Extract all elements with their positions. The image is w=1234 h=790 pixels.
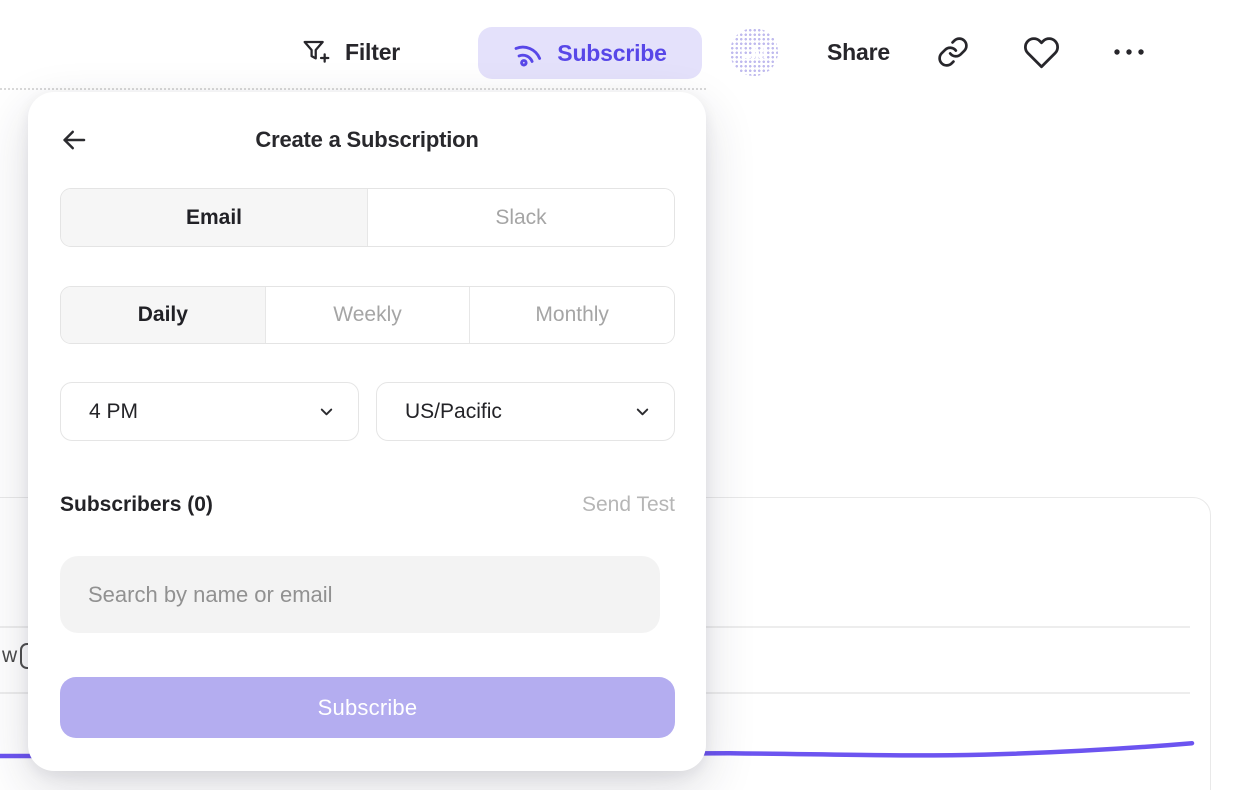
tab-weekly[interactable]: Weekly [264,287,470,343]
avatar-initials: LM [740,41,768,62]
tab-email[interactable]: Email [61,189,367,246]
timezone-select-value: US/Pacific [405,399,502,423]
back-button[interactable] [58,124,90,156]
subscribe-button[interactable]: Subscribe [478,27,702,79]
filter-plus-icon [300,36,332,68]
chevron-down-icon [633,402,652,421]
subscribers-row: Subscribers (0) Send Test [60,493,675,517]
rss-icon [509,33,548,72]
subscriber-search-input[interactable] [60,556,660,633]
modal-title: Create a Subscription [255,127,479,152]
ellipsis-icon [1110,40,1150,64]
send-test-link[interactable]: Send Test [581,493,675,516]
arrow-left-icon [59,125,89,155]
time-select-value: 4 PM [89,399,139,423]
background-row-text-fragment: w [2,644,18,667]
link-icon [936,35,970,69]
tab-monthly[interactable]: Monthly [469,287,674,343]
copy-link-button[interactable] [936,35,970,69]
favorite-button[interactable] [1023,34,1060,71]
filter-label: Filter [345,38,401,65]
timezone-select[interactable]: US/Pacific [376,382,675,441]
avatar[interactable]: LM [730,28,778,76]
subscribe-submit-button[interactable]: Subscribe [60,677,675,738]
subscribers-count-label: Subscribers (0) [60,493,213,516]
filter-button[interactable]: Filter [300,30,400,74]
more-menu-button[interactable] [1110,40,1150,64]
tab-daily[interactable]: Daily [61,287,265,343]
time-select[interactable]: 4 PM [60,382,359,441]
section-dotted-divider [0,88,706,90]
heart-icon [1023,34,1060,71]
share-button[interactable]: Share [827,30,890,74]
channel-tab-group: Email Slack [60,188,675,247]
frequency-tab-group: Daily Weekly Monthly [60,286,675,344]
tab-slack[interactable]: Slack [367,189,674,246]
share-label: Share [827,38,890,65]
create-subscription-modal: Create a Subscription Email Slack Daily … [28,92,706,771]
chevron-down-icon [317,402,336,421]
subscribe-label: Subscribe [557,39,667,66]
